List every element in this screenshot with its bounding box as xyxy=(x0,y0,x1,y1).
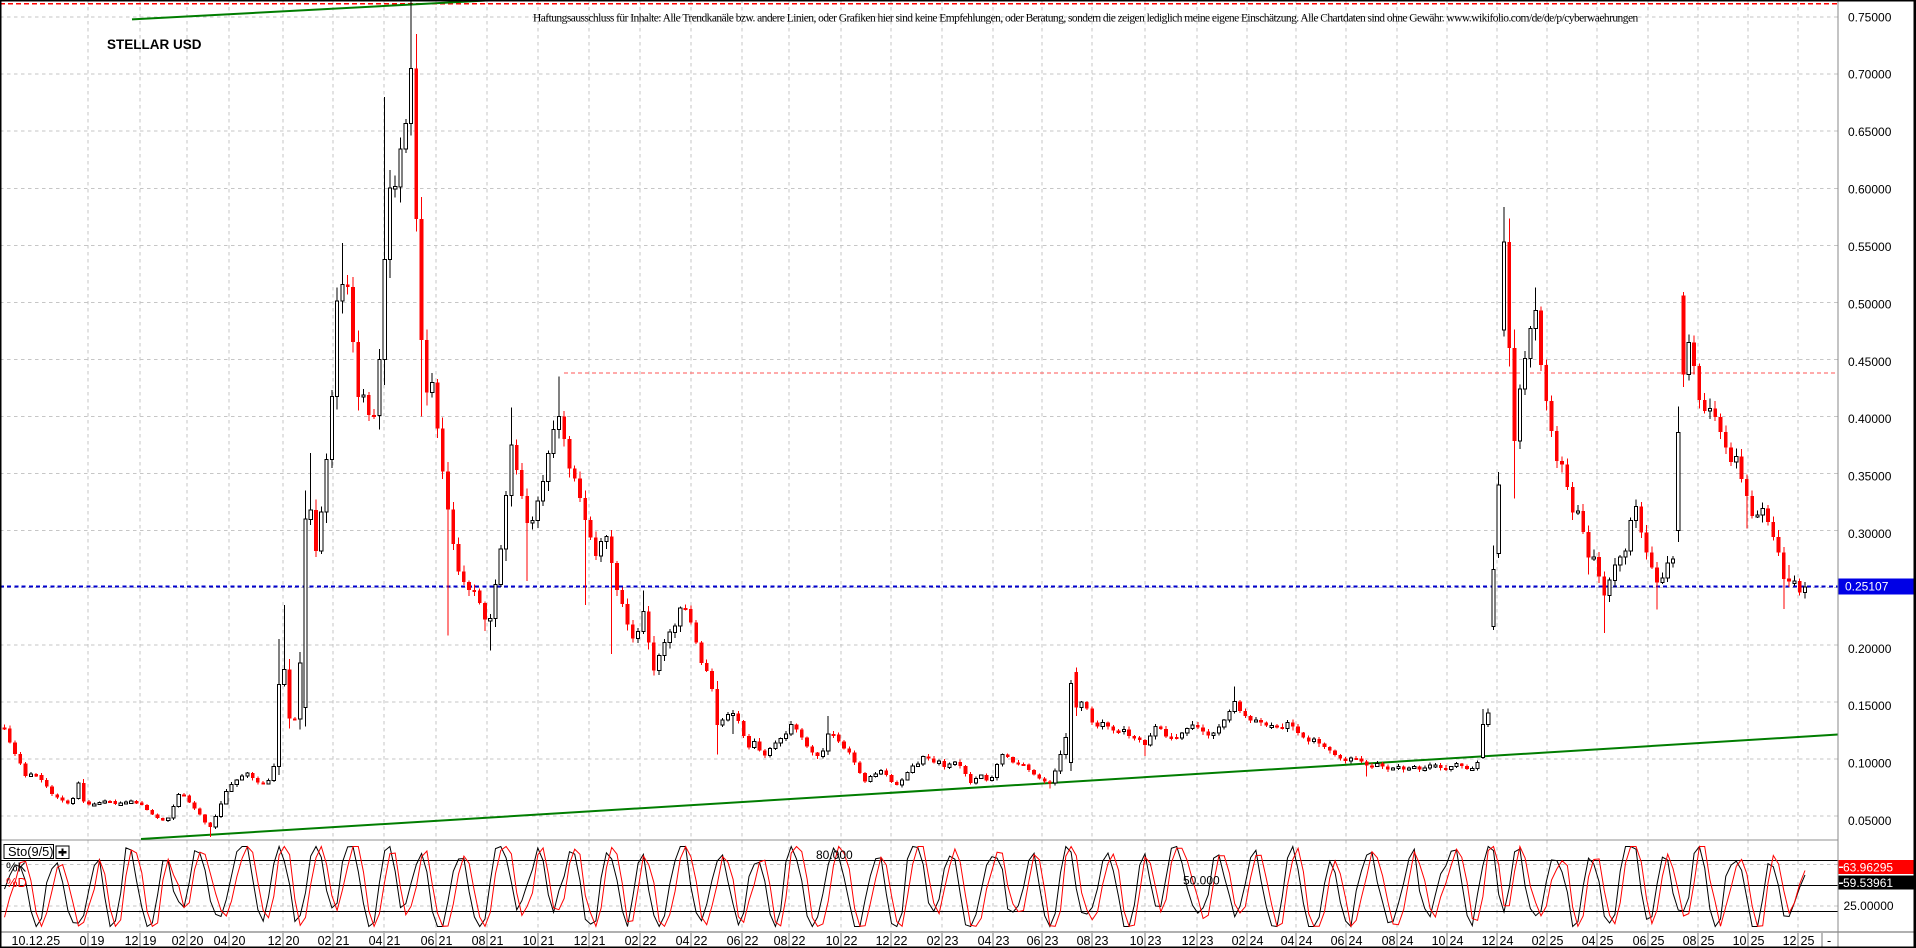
svg-text:22: 22 xyxy=(894,934,908,948)
svg-text:0.20000: 0.20000 xyxy=(1848,642,1892,656)
svg-text:12: 12 xyxy=(574,934,588,948)
svg-text:21: 21 xyxy=(439,934,453,948)
svg-text:24: 24 xyxy=(1400,934,1414,948)
svg-text:23: 23 xyxy=(945,934,959,948)
svg-text:0.25107: 0.25107 xyxy=(1845,580,1889,594)
svg-text:25: 25 xyxy=(1600,934,1614,948)
svg-text:0.70000: 0.70000 xyxy=(1848,68,1892,82)
svg-text:0.40000: 0.40000 xyxy=(1848,412,1892,426)
svg-text:12: 12 xyxy=(1482,934,1496,948)
svg-text:20: 20 xyxy=(190,934,204,948)
svg-text:08: 08 xyxy=(1382,934,1396,948)
svg-text:10.12.25: 10.12.25 xyxy=(12,934,61,948)
svg-text:06: 06 xyxy=(1331,934,1345,948)
svg-text:10: 10 xyxy=(1733,934,1747,948)
svg-text:12: 12 xyxy=(125,934,139,948)
svg-text:02: 02 xyxy=(318,934,332,948)
svg-text:0.05000: 0.05000 xyxy=(1848,814,1892,828)
svg-text:12: 12 xyxy=(876,934,890,948)
svg-text:10: 10 xyxy=(826,934,840,948)
svg-text:10: 10 xyxy=(523,934,537,948)
svg-text:06: 06 xyxy=(421,934,435,948)
svg-text:0.35000: 0.35000 xyxy=(1848,470,1892,484)
svg-text:22: 22 xyxy=(792,934,806,948)
svg-text:23: 23 xyxy=(996,934,1010,948)
svg-text:0.65000: 0.65000 xyxy=(1848,125,1892,139)
svg-text:Haftungsausschluss für Inhalte: Haftungsausschluss für Inhalte: Alle Tre… xyxy=(533,13,1639,25)
svg-text:STELLAR USD: STELLAR USD xyxy=(107,37,202,52)
svg-text:19: 19 xyxy=(91,934,105,948)
svg-text:22: 22 xyxy=(643,934,657,948)
svg-text:06: 06 xyxy=(1633,934,1647,948)
svg-text:0.60000: 0.60000 xyxy=(1848,183,1892,197)
svg-text:08: 08 xyxy=(774,934,788,948)
svg-text:0.55000: 0.55000 xyxy=(1848,240,1892,254)
svg-text:02: 02 xyxy=(1232,934,1246,948)
svg-text:59.53961: 59.53961 xyxy=(1843,876,1893,890)
svg-text:04: 04 xyxy=(676,934,690,948)
svg-text:10: 10 xyxy=(1432,934,1446,948)
svg-text:25: 25 xyxy=(1801,934,1815,948)
svg-text:25: 25 xyxy=(1701,934,1715,948)
svg-text:22: 22 xyxy=(844,934,858,948)
svg-text:23: 23 xyxy=(1200,934,1214,948)
svg-text:12: 12 xyxy=(268,934,282,948)
svg-text:04: 04 xyxy=(978,934,992,948)
svg-text:12: 12 xyxy=(1182,934,1196,948)
svg-text:%K: %K xyxy=(6,860,27,875)
svg-text:04: 04 xyxy=(1582,934,1596,948)
svg-text:0.10000: 0.10000 xyxy=(1848,757,1892,771)
svg-text:06: 06 xyxy=(1027,934,1041,948)
svg-text:25.00000: 25.00000 xyxy=(1844,899,1894,913)
svg-text:Sto(9/5): Sto(9/5) xyxy=(8,844,54,859)
svg-text:25: 25 xyxy=(1550,934,1564,948)
svg-text:12: 12 xyxy=(1783,934,1797,948)
svg-text:21: 21 xyxy=(490,934,504,948)
svg-text:24: 24 xyxy=(1450,934,1464,948)
svg-text:0: 0 xyxy=(80,934,87,948)
svg-text:0.30000: 0.30000 xyxy=(1848,527,1892,541)
svg-text:50.000: 50.000 xyxy=(1183,874,1220,888)
svg-text:02: 02 xyxy=(625,934,639,948)
svg-text:04: 04 xyxy=(369,934,383,948)
svg-text:23: 23 xyxy=(1095,934,1109,948)
svg-text:25: 25 xyxy=(1751,934,1765,948)
svg-text:-: - xyxy=(1827,934,1831,948)
svg-text:0.50000: 0.50000 xyxy=(1848,297,1892,311)
svg-text:08: 08 xyxy=(1683,934,1697,948)
svg-text:04: 04 xyxy=(214,934,228,948)
svg-text:21: 21 xyxy=(387,934,401,948)
svg-text:21: 21 xyxy=(592,934,606,948)
svg-text:25: 25 xyxy=(1651,934,1665,948)
svg-text:24: 24 xyxy=(1250,934,1264,948)
svg-text:21: 21 xyxy=(336,934,350,948)
svg-text:20: 20 xyxy=(286,934,300,948)
svg-text:08: 08 xyxy=(1077,934,1091,948)
svg-text:0.75000: 0.75000 xyxy=(1848,10,1892,24)
svg-text:02: 02 xyxy=(172,934,186,948)
svg-text:23: 23 xyxy=(1148,934,1162,948)
svg-text:0.45000: 0.45000 xyxy=(1848,355,1892,369)
svg-text:19: 19 xyxy=(143,934,157,948)
svg-text:08: 08 xyxy=(472,934,486,948)
svg-text:10: 10 xyxy=(1130,934,1144,948)
svg-text:22: 22 xyxy=(745,934,759,948)
svg-text:20: 20 xyxy=(232,934,246,948)
svg-text:80.000: 80.000 xyxy=(816,848,853,862)
svg-text:23: 23 xyxy=(1045,934,1059,948)
svg-text:06: 06 xyxy=(727,934,741,948)
svg-text:24: 24 xyxy=(1349,934,1363,948)
svg-text:04: 04 xyxy=(1281,934,1295,948)
svg-text:24: 24 xyxy=(1500,934,1514,948)
svg-text:63.96295: 63.96295 xyxy=(1843,860,1893,874)
svg-text:02: 02 xyxy=(927,934,941,948)
svg-text:22: 22 xyxy=(694,934,708,948)
svg-text:0.15000: 0.15000 xyxy=(1848,699,1892,713)
svg-text:21: 21 xyxy=(541,934,555,948)
svg-text:24: 24 xyxy=(1299,934,1313,948)
svg-text:%D: %D xyxy=(6,875,27,890)
svg-text:02: 02 xyxy=(1532,934,1546,948)
